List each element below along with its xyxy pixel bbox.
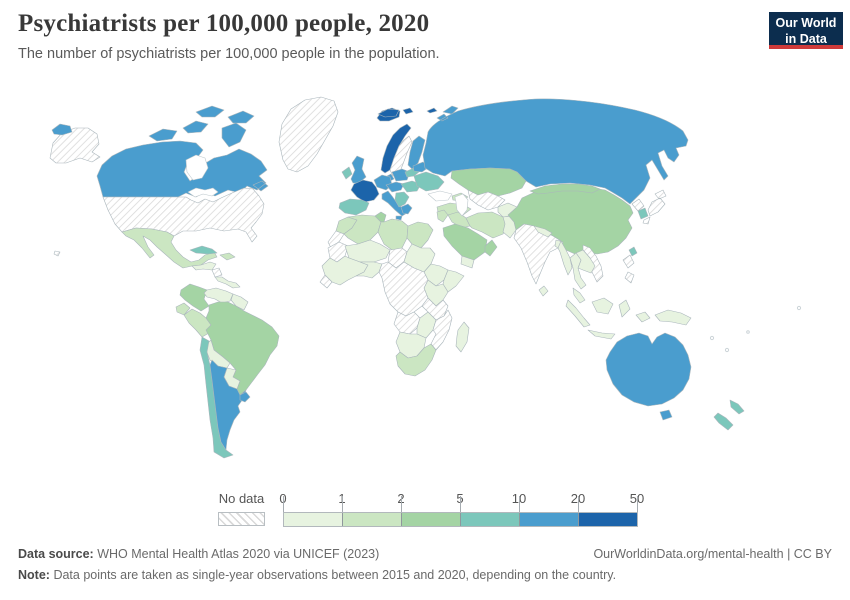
- country-canada[interactable]: [96, 105, 269, 198]
- legend-tickmark: [519, 496, 520, 512]
- country-central-europe[interactable]: [385, 181, 405, 193]
- country-ukraine[interactable]: [413, 171, 445, 192]
- country-kazakhstan[interactable]: [450, 167, 527, 197]
- data-source-label: Data source:: [18, 547, 94, 561]
- country-new-zealand[interactable]: [713, 399, 745, 431]
- data-source-line: Data source: WHO Mental Health Atlas 202…: [18, 544, 832, 565]
- country-argentina[interactable]: [209, 359, 247, 451]
- country-guatemala-honduras[interactable]: [191, 261, 217, 271]
- black-sea: [427, 190, 453, 202]
- country-north-korea[interactable]: [631, 198, 645, 212]
- country-philippines[interactable]: [622, 254, 635, 284]
- map-legend: No data 0 1 2 5 10 20 50: [218, 491, 654, 529]
- legend-tickmark: [460, 496, 461, 512]
- page-title: Psychiatrists per 100,000 people, 2020: [18, 10, 430, 37]
- owid-logo-line2: in Data: [785, 32, 827, 47]
- country-malaysia[interactable]: [572, 287, 586, 304]
- legend-bar: 0 1 2 5 10 20 50: [279, 491, 644, 529]
- country-balkans[interactable]: [394, 191, 410, 208]
- page-subtitle: The number of psychiatrists per 100,000 …: [18, 46, 440, 62]
- country-svalbard[interactable]: [377, 107, 438, 118]
- country-guyanas[interactable]: [230, 293, 249, 311]
- legend-no-data: No data: [218, 491, 265, 526]
- country-mongolia[interactable]: [529, 183, 601, 195]
- water-bodies: [185, 154, 469, 217]
- country-uzbekistan-turkmenistan[interactable]: [467, 189, 506, 211]
- country-france[interactable]: [350, 179, 380, 203]
- minor-islands: [709, 305, 802, 353]
- legend-tickmark: [283, 496, 284, 512]
- country-spain-portugal[interactable]: [338, 198, 370, 216]
- country-yemen[interactable]: [460, 255, 475, 269]
- legend-no-data-label: No data: [218, 491, 265, 506]
- country-ecuador[interactable]: [175, 302, 191, 316]
- country-egypt[interactable]: [406, 221, 434, 249]
- legend-bin-5-10[interactable]: [460, 513, 519, 526]
- legend-tickmark: [578, 496, 579, 512]
- country-nepal[interactable]: [533, 225, 553, 238]
- legend-bin-2-5[interactable]: [401, 513, 460, 526]
- chart-footer: Data source: WHO Mental Health Atlas 202…: [18, 544, 832, 585]
- legend-no-data-swatch[interactable]: [218, 512, 265, 526]
- country-cuba[interactable]: [189, 245, 218, 255]
- caspian-sea: [454, 193, 469, 217]
- country-myanmar[interactable]: [557, 240, 573, 276]
- country-greece[interactable]: [400, 203, 413, 215]
- country-nicaragua[interactable]: [211, 267, 223, 278]
- great-lakes: [187, 187, 219, 198]
- country-united-kingdom[interactable]: [350, 155, 367, 184]
- country-oman[interactable]: [484, 239, 498, 257]
- country-uruguay[interactable]: [239, 391, 251, 403]
- legend-bin-0-1[interactable]: [284, 513, 342, 526]
- chart-header: Psychiatrists per 100,000 people, 2020 T…: [18, 10, 758, 62]
- note-text: Data points are taken as single-year obs…: [53, 567, 617, 582]
- legend-tickmark: [637, 496, 638, 512]
- country-nigeria[interactable]: [355, 261, 383, 279]
- country-angola[interactable]: [393, 311, 421, 335]
- owid-link[interactable]: OurWorldinData.org/mental-health | CC BY: [593, 547, 832, 561]
- country-somalia[interactable]: [442, 269, 465, 293]
- country-greenland[interactable]: [278, 96, 339, 173]
- country-peru[interactable]: [183, 308, 212, 338]
- country-levant[interactable]: [436, 209, 449, 223]
- country-venezuela[interactable]: [203, 287, 234, 304]
- country-costa-rica-panama[interactable]: [214, 276, 241, 289]
- country-ireland[interactable]: [341, 166, 353, 180]
- country-south-africa[interactable]: [395, 343, 437, 377]
- country-papua-new-guinea[interactable]: [654, 309, 692, 326]
- country-tunisia[interactable]: [374, 211, 387, 223]
- country-guinea[interactable]: [319, 274, 333, 289]
- hudson-bay: [185, 154, 209, 181]
- country-south-korea[interactable]: [637, 207, 649, 220]
- data-source-text: WHO Mental Health Atlas 2020 via UNICEF …: [97, 547, 380, 561]
- legend-bin-20-50[interactable]: [578, 513, 637, 526]
- note-line: Note: Data points are taken as single-ye…: [18, 565, 832, 586]
- legend-bin-10-20[interactable]: [519, 513, 578, 526]
- country-madagascar[interactable]: [455, 321, 470, 353]
- legend-tickmark: [401, 496, 402, 512]
- owid-logo[interactable]: Our World in Data: [769, 12, 843, 49]
- country-car-drc[interactable]: [378, 261, 429, 317]
- country-indonesia[interactable]: [565, 297, 651, 340]
- legend-tickmark: [342, 496, 343, 512]
- owid-logo-line1: Our World: [775, 16, 837, 30]
- legend-color-bar: [283, 512, 638, 527]
- country-zambia-zimbabwe[interactable]: [416, 311, 437, 339]
- note-label: Note:: [18, 567, 50, 582]
- country-hispaniola[interactable]: [219, 252, 236, 261]
- country-iran[interactable]: [465, 211, 509, 239]
- country-russia[interactable]: [51, 98, 689, 205]
- country-japan[interactable]: [642, 189, 667, 225]
- country-thailand[interactable]: [569, 252, 587, 290]
- country-taiwan[interactable]: [628, 246, 638, 257]
- country-sri-lanka[interactable]: [538, 285, 549, 297]
- country-romania-hungary[interactable]: [400, 180, 422, 193]
- legend-bin-1-2[interactable]: [342, 513, 401, 526]
- country-mozambique[interactable]: [430, 309, 453, 351]
- country-australia[interactable]: [605, 332, 692, 421]
